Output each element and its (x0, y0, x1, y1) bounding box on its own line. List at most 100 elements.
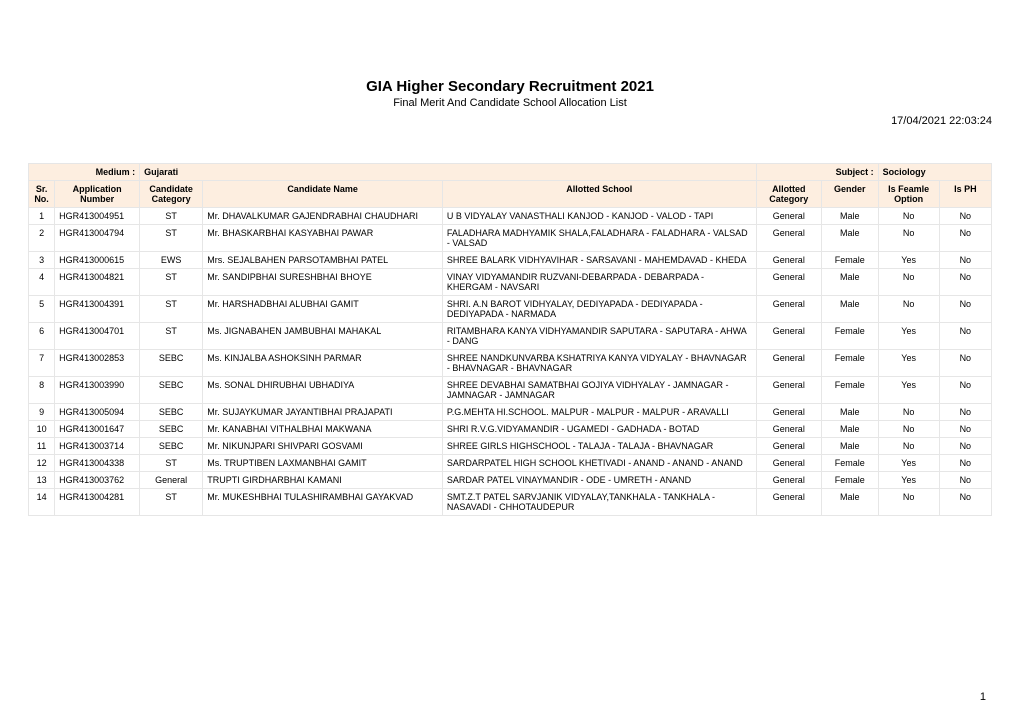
cell-ccat: SEBC (140, 404, 203, 421)
cell-ph: No (939, 404, 991, 421)
table-row: 11HGR413003714SEBCMr. NIKUNJPARI SHIVPAR… (29, 438, 992, 455)
subject-label: Subject : (756, 164, 878, 181)
cell-name: Mr. BHASKARBHAI KASYABHAI PAWAR (203, 225, 443, 252)
cell-app: HGR413004338 (55, 455, 140, 472)
cell-school: P.G.MEHTA HI.SCHOOL. MALPUR - MALPUR - M… (442, 404, 756, 421)
cell-name: Ms. TRUPTIBEN LAXMANBHAI GAMIT (203, 455, 443, 472)
cell-feamle: Yes (878, 350, 939, 377)
table-row: 14HGR413004281STMr. MUKESHBHAI TULASHIRA… (29, 489, 992, 516)
cell-name: Ms. KINJALBA ASHOKSINH PARMAR (203, 350, 443, 377)
cell-ccat: ST (140, 269, 203, 296)
cell-gender: Female (821, 377, 878, 404)
cell-name: Mr. SANDIPBHAI SURESHBHAI BHOYE (203, 269, 443, 296)
cell-sr: 11 (29, 438, 55, 455)
cell-ph: No (939, 225, 991, 252)
cell-sr: 1 (29, 208, 55, 225)
cell-ccat: ST (140, 296, 203, 323)
cell-gender: Male (821, 269, 878, 296)
cell-acat: General (756, 208, 821, 225)
table-row: 8HGR413003990SEBCMs. SONAL DHIRUBHAI UBH… (29, 377, 992, 404)
medium-value: Gujarati (140, 164, 757, 181)
cell-acat: General (756, 404, 821, 421)
timestamp: 17/04/2021 22:03:24 (28, 115, 992, 127)
cell-acat: General (756, 472, 821, 489)
page-number: 1 (980, 691, 986, 703)
cell-feamle: No (878, 404, 939, 421)
cell-sr: 5 (29, 296, 55, 323)
col-name: Candidate Name (203, 181, 443, 208)
cell-school: SHREE BALARK VIDHYAVIHAR - SARSAVANI - M… (442, 252, 756, 269)
cell-ccat: ST (140, 208, 203, 225)
cell-app: HGR413001647 (55, 421, 140, 438)
cell-sr: 14 (29, 489, 55, 516)
table-row: 9HGR413005094SEBCMr. SUJAYKUMAR JAYANTIB… (29, 404, 992, 421)
cell-name: Mr. SUJAYKUMAR JAYANTIBHAI PRAJAPATI (203, 404, 443, 421)
cell-gender: Male (821, 489, 878, 516)
cell-ccat: SEBC (140, 377, 203, 404)
subject-value: Sociology (878, 164, 991, 181)
table-row: 3HGR413000615EWSMrs. SEJALBAHEN PARSOTAM… (29, 252, 992, 269)
table-body: 1HGR413004951STMr. DHAVALKUMAR GAJENDRAB… (29, 208, 992, 516)
cell-gender: Male (821, 225, 878, 252)
cell-ph: No (939, 269, 991, 296)
cell-name: Mr. HARSHADBHAI ALUBHAI GAMIT (203, 296, 443, 323)
header-row: Sr. No. Application Number Candidate Cat… (29, 181, 992, 208)
cell-feamle: No (878, 208, 939, 225)
cell-ph: No (939, 350, 991, 377)
cell-app: HGR413000615 (55, 252, 140, 269)
cell-feamle: No (878, 438, 939, 455)
cell-feamle: No (878, 296, 939, 323)
cell-acat: General (756, 252, 821, 269)
table-row: 12HGR413004338STMs. TRUPTIBEN LAXMANBHAI… (29, 455, 992, 472)
cell-school: SHREE DEVABHAI SAMATBHAI GOJIYA VIDHYALA… (442, 377, 756, 404)
cell-acat: General (756, 350, 821, 377)
cell-school: SARDAR PATEL VINAYMANDIR - ODE - UMRETH … (442, 472, 756, 489)
table-row: 4HGR413004821STMr. SANDIPBHAI SURESHBHAI… (29, 269, 992, 296)
table-row: 13HGR413003762GeneralTRUPTI GIRDHARBHAI … (29, 472, 992, 489)
cell-sr: 6 (29, 323, 55, 350)
cell-ph: No (939, 252, 991, 269)
cell-name: Mr. NIKUNJPARI SHIVPARI GOSVAMI (203, 438, 443, 455)
table-row: 5HGR413004391STMr. HARSHADBHAI ALUBHAI G… (29, 296, 992, 323)
col-app: Application Number (55, 181, 140, 208)
cell-acat: General (756, 421, 821, 438)
cell-ph: No (939, 208, 991, 225)
cell-gender: Male (821, 404, 878, 421)
cell-school: SHRI R.V.G.VIDYAMANDIR - UGAMEDI - GADHA… (442, 421, 756, 438)
col-ccat: Candidate Category (140, 181, 203, 208)
cell-acat: General (756, 377, 821, 404)
cell-sr: 7 (29, 350, 55, 377)
cell-feamle: No (878, 225, 939, 252)
cell-ph: No (939, 296, 991, 323)
cell-feamle: Yes (878, 455, 939, 472)
cell-feamle: Yes (878, 323, 939, 350)
cell-school: SHRI. A.N BAROT VIDHYALAY, DEDIYAPADA - … (442, 296, 756, 323)
cell-sr: 8 (29, 377, 55, 404)
cell-sr: 12 (29, 455, 55, 472)
table-row: 10HGR413001647SEBCMr. KANABHAI VITHALBHA… (29, 421, 992, 438)
page-subtitle: Final Merit And Candidate School Allocat… (28, 97, 992, 109)
page-title: GIA Higher Secondary Recruitment 2021 (28, 78, 992, 95)
cell-feamle: Yes (878, 252, 939, 269)
cell-sr: 3 (29, 252, 55, 269)
allocation-table: Medium : Gujarati Subject : Sociology Sr… (28, 163, 992, 516)
cell-gender: Female (821, 252, 878, 269)
cell-feamle: Yes (878, 377, 939, 404)
cell-ph: No (939, 489, 991, 516)
cell-app: HGR413002853 (55, 350, 140, 377)
cell-school: RITAMBHARA KANYA VIDHYAMANDIR SAPUTARA -… (442, 323, 756, 350)
cell-feamle: No (878, 489, 939, 516)
cell-ccat: ST (140, 455, 203, 472)
cell-name: Mr. DHAVALKUMAR GAJENDRABHAI CHAUDHARI (203, 208, 443, 225)
cell-app: HGR413004391 (55, 296, 140, 323)
cell-ph: No (939, 421, 991, 438)
cell-ph: No (939, 323, 991, 350)
cell-name: Ms. JIGNABAHEN JAMBUBHAI MAHAKAL (203, 323, 443, 350)
cell-ccat: ST (140, 225, 203, 252)
cell-ccat: ST (140, 323, 203, 350)
cell-feamle: No (878, 269, 939, 296)
cell-ccat: SEBC (140, 438, 203, 455)
cell-acat: General (756, 296, 821, 323)
cell-app: HGR413004821 (55, 269, 140, 296)
cell-school: SMT.Z.T PATEL SARVJANIK VIDYALAY,TANKHAL… (442, 489, 756, 516)
